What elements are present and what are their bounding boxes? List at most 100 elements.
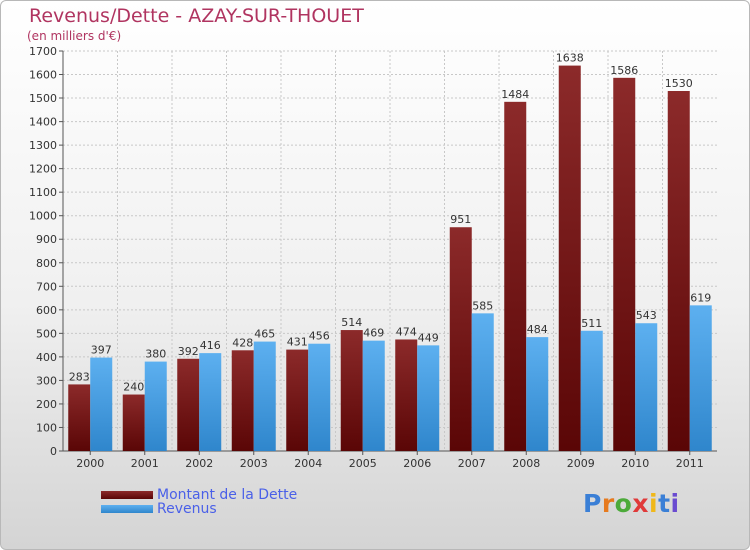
legend-label-revenue: Revenus [157,501,217,517]
data-label-revenue: 543 [636,309,657,322]
data-label-debt: 240 [123,381,144,394]
bars [68,65,712,452]
x-tick-label: 2010 [621,457,649,470]
logo-letter: x [632,489,649,518]
grid-lines [63,50,717,452]
y-tick-label: 400 [36,351,57,364]
data-label-debt: 1586 [610,64,638,77]
data-label-debt: 514 [341,316,362,329]
legend-swatch-debt [101,491,153,499]
y-tick-label: 500 [36,327,57,340]
x-tick-label: 2003 [240,457,268,470]
data-label-revenue: 380 [145,348,166,361]
x-tick-label: 2011 [676,457,704,470]
bar-debt [613,77,636,451]
bar-revenue [635,323,658,451]
bar-revenue [417,345,440,451]
data-label-debt: 428 [232,336,253,349]
data-label-debt: 474 [396,325,417,338]
axes: 0 100 200 300 400 500 600 700 800 900 1000 1100 1200… [29,45,717,470]
data-label-revenue: 619 [690,291,711,304]
bar-debt [558,65,581,452]
y-tick-label: 0 [50,445,57,458]
bar-revenue [199,353,222,451]
y-tick-label: 1000 [29,210,57,223]
data-label-debt: 1530 [665,77,693,90]
x-tick-label: 2001 [131,457,159,470]
data-label-revenue: 456 [309,330,330,343]
x-tick-label: 2000 [76,457,104,470]
x-tick-label: 2009 [567,457,595,470]
x-tick-label: 2008 [512,457,540,470]
bar-debt [231,350,254,451]
data-label-revenue: 449 [418,331,439,344]
x-tick-label: 2004 [294,457,322,470]
bar-revenue [308,343,331,451]
legend-label-debt: Montant de la Dette [157,487,298,503]
legend-item-revenue: Revenus [101,501,217,517]
logo-letter: o [614,489,633,518]
logo-letter: i [649,489,659,518]
y-tick-label: 800 [36,257,57,270]
logo-letter: i [670,489,680,518]
y-tick-label: 200 [36,398,57,411]
y-tick-label: 1700 [29,45,57,58]
bar-revenue [526,337,549,451]
bar-revenue [90,357,113,451]
bar-debt [68,384,91,451]
data-label-revenue: 397 [91,344,112,357]
bar-debt [449,227,472,451]
data-label-revenue: 484 [527,323,548,336]
bar-debt [395,339,418,451]
chart-subtitle: (en milliers d'€) [27,29,122,43]
y-tick-label: 1200 [29,163,57,176]
bar-debt [177,358,200,451]
chart-title: Revenus/Dette - AZAY-SUR-THOUET [29,5,364,27]
data-label-revenue: 469 [363,327,384,340]
data-label-debt: 951 [450,213,471,226]
bar-debt [340,330,363,451]
logo-letter: P [583,489,602,518]
bar-debt [122,394,145,451]
y-tick-label: 1400 [29,116,57,129]
y-tick-label: 1300 [29,139,57,152]
data-label-revenue: 416 [200,339,221,352]
y-tick-label: 600 [36,304,57,317]
x-tick-label: 2007 [458,457,486,470]
legend-item-debt: Montant de la Dette [101,487,298,503]
y-tick-label: 1100 [29,186,57,199]
data-label-revenue: 465 [254,328,275,341]
bar-revenue [253,341,276,451]
y-tick-label: 900 [36,233,57,246]
bar-revenue [580,330,603,451]
data-label-debt: 283 [69,370,90,383]
bar-revenue [471,313,494,451]
data-label-debt: 431 [287,336,308,349]
y-tick-label: 100 [36,421,57,434]
y-tick-label: 1600 [29,69,57,82]
logo-letter: r [601,489,615,518]
y-tick-label: 700 [36,280,57,293]
bar-revenue [144,361,167,451]
bar-debt [504,101,527,451]
data-label-debt: 1484 [501,88,529,101]
bar-revenue [689,305,712,451]
x-tick-label: 2006 [403,457,431,470]
x-tick-label: 2005 [349,457,377,470]
bar-debt [667,91,690,451]
proxiti-logo: Proxiti [583,489,680,518]
bar-debt [286,349,309,451]
y-tick-label: 1500 [29,92,57,105]
bar-revenue [362,340,385,451]
data-label-debt: 392 [178,345,199,358]
logo-letter: t [658,489,671,518]
legend-swatch-revenue [101,505,153,513]
data-label-debt: 1638 [556,52,584,65]
data-label-revenue: 585 [472,299,493,312]
x-tick-label: 2002 [185,457,213,470]
data-label-revenue: 511 [581,317,602,330]
y-tick-label: 300 [36,374,57,387]
